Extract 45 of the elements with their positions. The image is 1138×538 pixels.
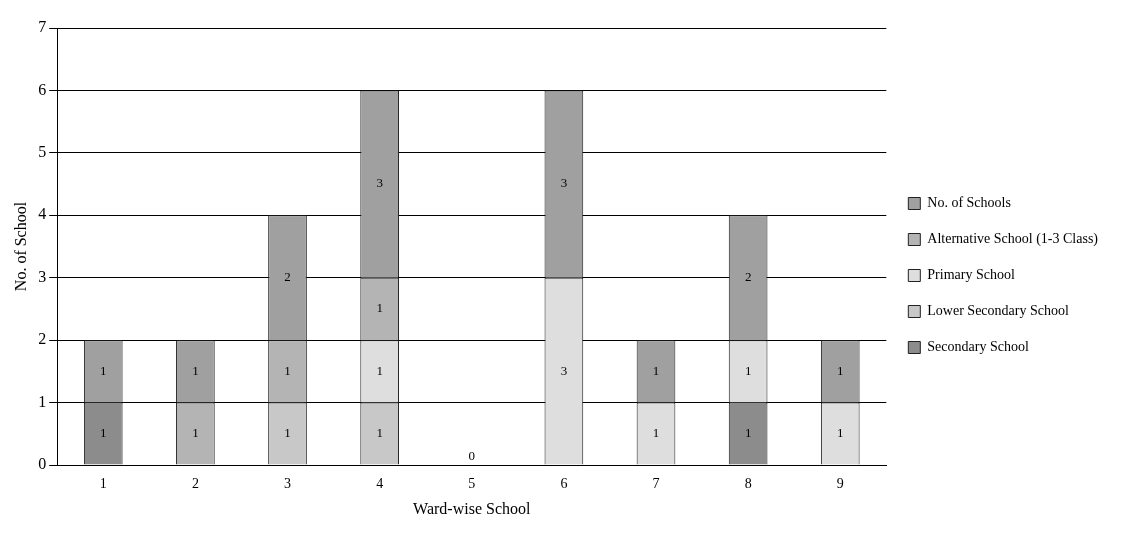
legend-label: Secondary School bbox=[927, 339, 1029, 355]
x-tick-label: 8 bbox=[744, 476, 752, 492]
data-label: 1 bbox=[744, 362, 752, 378]
data-label: 0 bbox=[468, 448, 476, 464]
y-tick-label: 6 bbox=[38, 80, 47, 98]
y-tick-label: 5 bbox=[38, 143, 47, 161]
y-tick-label: 4 bbox=[38, 205, 47, 223]
data-label: 2 bbox=[284, 269, 291, 285]
y-tick-label: 0 bbox=[38, 455, 47, 473]
legend-label: Primary School bbox=[927, 267, 1015, 283]
data-label: 1 bbox=[376, 300, 383, 316]
y-tick-label: 7 bbox=[38, 18, 47, 36]
data-label: 1 bbox=[192, 362, 199, 378]
data-label: 1 bbox=[744, 424, 752, 440]
data-label: 1 bbox=[376, 424, 383, 440]
data-label: 1 bbox=[284, 362, 291, 378]
data-label: 1 bbox=[837, 362, 844, 378]
data-label: 1 bbox=[376, 362, 383, 378]
x-axis-title: Ward-wise School bbox=[413, 499, 531, 517]
data-label: 1 bbox=[837, 424, 844, 440]
data-label: 3 bbox=[560, 175, 568, 191]
data-label: 2 bbox=[744, 269, 752, 285]
x-tick-label: 1 bbox=[99, 476, 107, 492]
x-tick-label: 9 bbox=[836, 476, 844, 492]
legend-label: No. of Schools bbox=[927, 195, 1011, 211]
data-label: 1 bbox=[192, 424, 199, 440]
y-tick-label: 2 bbox=[38, 330, 47, 348]
legend-label: Lower Secondary School bbox=[927, 303, 1069, 319]
data-label: 1 bbox=[100, 424, 107, 440]
x-tick-label: 6 bbox=[560, 476, 568, 492]
y-tick-label: 1 bbox=[38, 392, 47, 410]
data-label: 3 bbox=[376, 175, 383, 191]
x-tick-label: 3 bbox=[284, 476, 292, 492]
data-label: 1 bbox=[652, 424, 660, 440]
y-axis-title: No. of School bbox=[11, 201, 29, 292]
x-tick-label: 5 bbox=[468, 476, 476, 492]
x-tick-label: 2 bbox=[191, 476, 199, 492]
y-tick-label: 3 bbox=[38, 267, 47, 285]
x-tick-label: 4 bbox=[376, 476, 384, 492]
data-label: 1 bbox=[652, 362, 660, 378]
legend-label: Alternative School (1-3 Class) bbox=[927, 231, 1099, 248]
data-label: 3 bbox=[560, 362, 568, 378]
data-label: 1 bbox=[284, 424, 291, 440]
x-tick-label: 7 bbox=[652, 476, 660, 492]
data-label: 1 bbox=[100, 362, 107, 378]
